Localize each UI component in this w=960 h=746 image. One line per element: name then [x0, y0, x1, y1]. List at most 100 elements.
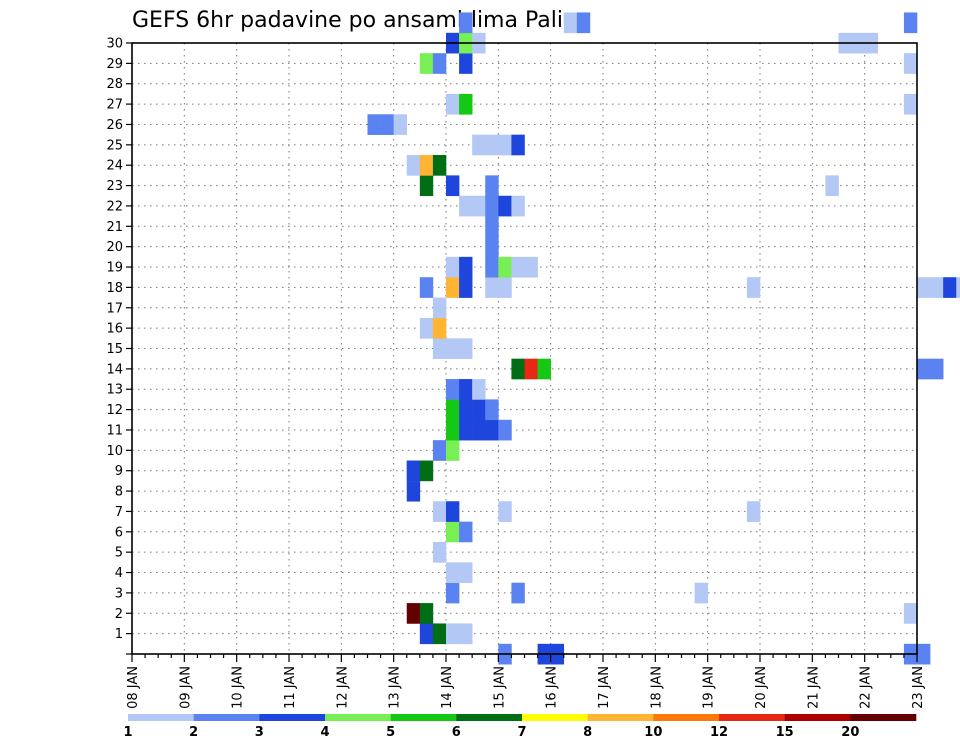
heatmap-cell — [459, 522, 472, 543]
x-tick-label: 10 JAN — [231, 666, 246, 709]
legend-label: 7 — [517, 725, 526, 740]
legend-swatch — [456, 714, 522, 721]
y-tick-label: 7 — [115, 505, 123, 520]
legend-label: 5 — [386, 725, 395, 740]
legend-swatch — [522, 714, 588, 721]
heatmap-cell — [904, 603, 917, 624]
heatmap-cell — [485, 420, 498, 441]
heatmap-cell — [433, 542, 446, 563]
y-tick-label: 21 — [106, 220, 123, 235]
heatmap-cell — [459, 338, 472, 359]
y-tick-label: 24 — [106, 159, 123, 174]
heatmap-cell — [498, 420, 511, 441]
y-axis: 1234567891011121314151617181920212223242… — [106, 37, 132, 655]
heatmap-cell — [446, 440, 459, 461]
heatmap-cell — [485, 216, 498, 237]
y-tick-label: 15 — [106, 342, 123, 357]
heatmap-cell — [420, 53, 433, 74]
y-tick-label: 28 — [106, 77, 123, 92]
heatmap-cell — [498, 196, 511, 217]
y-tick-label: 10 — [106, 444, 123, 459]
x-tick-label: 08 JAN — [126, 666, 141, 709]
legend-label: 10 — [644, 725, 662, 740]
heatmap-cell — [407, 481, 420, 502]
y-tick-label: 27 — [106, 98, 123, 113]
heatmap-cell — [747, 277, 760, 298]
y-tick-label: 26 — [106, 118, 123, 133]
heatmap-cell — [498, 277, 511, 298]
heatmap-cell — [930, 277, 943, 298]
heatmap-cell — [420, 277, 433, 298]
x-tick-label: 23 JAN — [911, 666, 926, 709]
heatmap-cell — [407, 603, 420, 624]
y-tick-label: 23 — [106, 179, 123, 194]
x-tick-label: 18 JAN — [649, 666, 664, 709]
heatmap-cell — [433, 440, 446, 461]
heatmap-cell — [420, 175, 433, 196]
heatmap-cell — [433, 155, 446, 176]
heatmap-cell — [917, 359, 930, 380]
heatmap-cell — [459, 94, 472, 115]
heatmap-cell — [459, 562, 472, 583]
heatmap-cell — [498, 135, 511, 156]
heatmap-cell — [394, 114, 407, 135]
heatmap-cell — [420, 318, 433, 339]
heatmap-cell — [498, 501, 511, 522]
legend-label: 3 — [255, 725, 264, 740]
legend-label: 1 — [123, 725, 132, 740]
y-tick-label: 25 — [106, 138, 123, 153]
heatmap-cell — [459, 277, 472, 298]
heatmap-cell — [538, 359, 551, 380]
heatmap-cell — [420, 623, 433, 644]
legend-label: 2 — [189, 725, 198, 740]
heatmap-cell — [420, 461, 433, 482]
heatmap-cell — [485, 277, 498, 298]
heatmap-cell — [381, 114, 394, 135]
heatmap-cell — [446, 501, 459, 522]
legend-label: 15 — [776, 725, 794, 740]
heatmap-cell — [498, 257, 511, 278]
heatmap-cell — [446, 399, 459, 420]
heatmap-cell — [433, 53, 446, 74]
y-tick-label: 12 — [106, 403, 123, 418]
heatmap-cell — [485, 236, 498, 257]
y-tick-label: 2 — [115, 607, 123, 622]
heatmap-cell — [459, 196, 472, 217]
x-tick-label: 11 JAN — [283, 666, 298, 709]
legend-swatch — [785, 714, 851, 721]
heatmap-cell — [577, 12, 590, 33]
heatmap-cell — [459, 12, 472, 33]
x-tick-label: 20 JAN — [754, 666, 769, 709]
x-tick-label: 22 JAN — [859, 666, 874, 709]
heatmap-cell — [485, 257, 498, 278]
heatmap-cell — [904, 94, 917, 115]
heatmap-cell — [511, 257, 524, 278]
heatmap-cell — [446, 583, 459, 604]
heatmap-cell — [446, 277, 459, 298]
heatmap-cell — [943, 277, 956, 298]
x-tick-label: 21 JAN — [806, 666, 821, 709]
y-tick-label: 30 — [106, 37, 123, 52]
heatmap-cell — [904, 53, 917, 74]
y-tick-label: 1 — [115, 627, 123, 642]
heatmap-cell — [459, 257, 472, 278]
heatmap-cell — [917, 644, 930, 665]
y-tick-label: 29 — [106, 57, 123, 72]
x-tick-label: 12 JAN — [335, 666, 350, 709]
y-tick-label: 18 — [106, 281, 123, 296]
heatmap-cell — [420, 155, 433, 176]
y-tick-label: 11 — [106, 423, 123, 438]
heatmap-cell — [825, 175, 838, 196]
heatmap-cell — [433, 298, 446, 319]
y-tick-label: 8 — [115, 485, 123, 500]
chart-title: GEFS 6hr padavine po ansamblima Palic — [132, 8, 575, 33]
heatmap-cell — [446, 94, 459, 115]
legend-label: 6 — [452, 725, 461, 740]
legend-label: 20 — [841, 725, 859, 740]
x-tick-label: 15 JAN — [492, 666, 507, 709]
legend-label: 12 — [710, 725, 728, 740]
x-tick-label: 19 JAN — [702, 666, 717, 709]
